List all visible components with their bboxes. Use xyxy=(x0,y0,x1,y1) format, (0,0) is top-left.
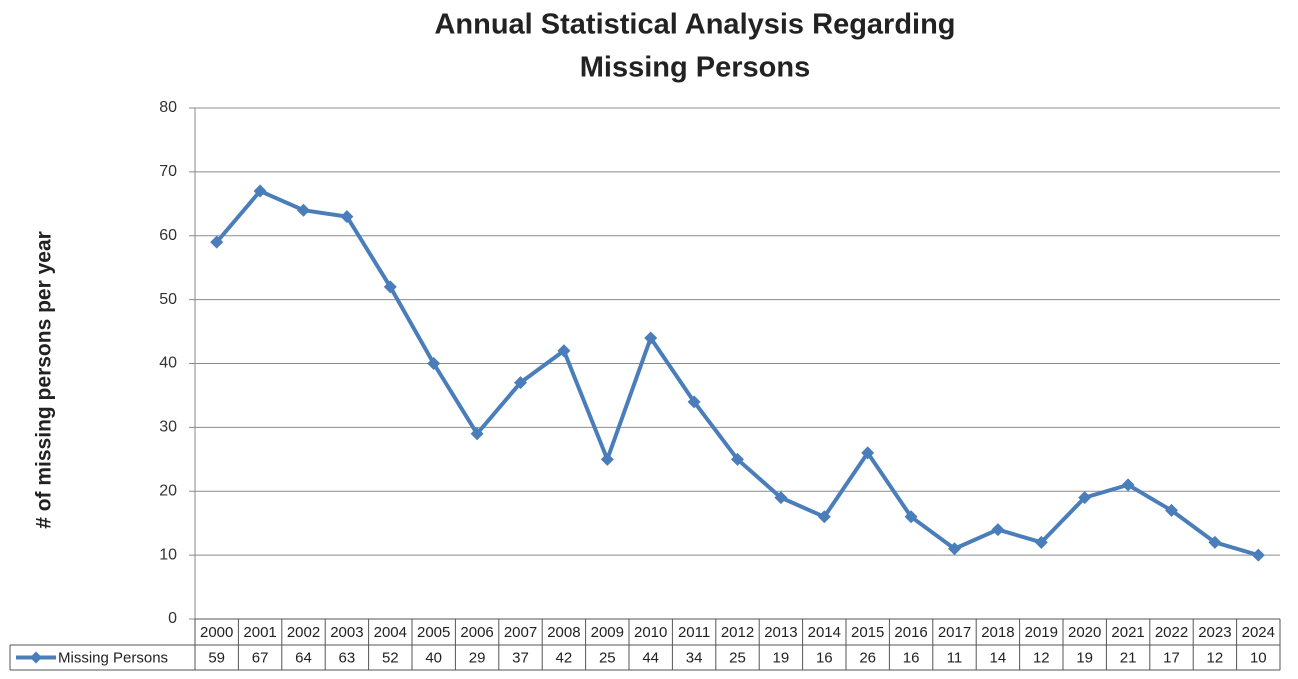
table-value: 25 xyxy=(729,649,746,666)
point-marker xyxy=(557,344,571,358)
point-marker xyxy=(1121,478,1135,492)
x-tick-label: 2002 xyxy=(287,624,320,641)
x-tick-label: 2009 xyxy=(591,624,624,641)
table-value: 67 xyxy=(252,649,269,666)
x-tick-label: 2007 xyxy=(504,624,537,641)
x-tick-label: 2004 xyxy=(374,624,407,641)
x-tick-label: 2010 xyxy=(634,624,667,641)
x-tick-label: 2021 xyxy=(1111,624,1144,641)
y-tick-label: 40 xyxy=(159,355,177,372)
x-tick-label: 2023 xyxy=(1198,624,1231,641)
y-axis-label: # of missing persons per year xyxy=(33,231,56,529)
point-marker xyxy=(687,395,701,409)
y-tick-label: 20 xyxy=(159,482,177,499)
point-marker xyxy=(427,357,441,370)
y-tick-label: 70 xyxy=(159,163,177,180)
table-value: 52 xyxy=(382,649,399,666)
x-tick-label: 2006 xyxy=(460,624,493,641)
table-value: 17 xyxy=(1163,649,1180,666)
x-tick-label: 2020 xyxy=(1068,624,1101,641)
table-value: 16 xyxy=(903,649,920,666)
x-tick-label: 2024 xyxy=(1242,624,1275,641)
point-marker xyxy=(383,280,397,294)
point-marker xyxy=(210,235,224,249)
x-tick-label: 2016 xyxy=(894,624,927,641)
table-value: 42 xyxy=(556,649,573,666)
y-tick-label: 10 xyxy=(159,546,177,563)
point-marker xyxy=(861,446,875,460)
x-tick-label: 2001 xyxy=(243,624,276,641)
table-value: 16 xyxy=(816,649,833,666)
point-marker xyxy=(1251,548,1265,562)
point-marker xyxy=(253,184,267,198)
x-tick-label: 2005 xyxy=(417,624,450,641)
x-tick-label: 2022 xyxy=(1155,624,1188,641)
table-value: 29 xyxy=(469,649,486,666)
point-marker xyxy=(514,376,527,390)
table-value: 11 xyxy=(947,649,963,666)
table-value: 64 xyxy=(295,649,312,666)
point-marker xyxy=(904,510,918,524)
point-marker xyxy=(1078,491,1092,505)
point-marker xyxy=(731,452,744,466)
table-value: 40 xyxy=(425,649,442,666)
table-value: 10 xyxy=(1250,649,1267,666)
table-value: 21 xyxy=(1120,649,1137,666)
point-marker xyxy=(817,510,831,524)
y-tick-label: 50 xyxy=(159,291,177,308)
x-tick-label: 2000 xyxy=(200,624,233,641)
point-marker xyxy=(644,331,658,345)
x-tick-label: 2013 xyxy=(764,624,797,641)
legend-label: Missing Persons xyxy=(58,649,168,666)
point-marker xyxy=(340,210,354,224)
point-marker xyxy=(470,427,484,441)
table-value: 26 xyxy=(859,649,876,666)
point-marker xyxy=(297,203,310,217)
table-value: 59 xyxy=(208,649,225,666)
legend-marker xyxy=(30,651,42,664)
table-value: 14 xyxy=(990,649,1007,666)
y-tick-label: 30 xyxy=(159,419,177,436)
point-marker xyxy=(600,452,614,466)
y-tick-label: 80 xyxy=(159,99,177,116)
table-value: 19 xyxy=(773,649,790,666)
x-tick-label: 2015 xyxy=(851,624,884,641)
point-marker xyxy=(1165,503,1178,517)
x-tick-label: 2012 xyxy=(721,624,754,641)
series-line xyxy=(215,189,1259,558)
point-marker xyxy=(991,523,1005,537)
point-marker xyxy=(948,542,961,556)
table-value: 19 xyxy=(1076,649,1093,666)
x-tick-label: 2019 xyxy=(1025,624,1058,641)
x-tick-label: 2003 xyxy=(330,624,363,641)
table-value: 25 xyxy=(599,649,616,666)
chart-title-line: Annual Statistical Analysis Regarding xyxy=(434,9,955,41)
table-value: 12 xyxy=(1033,649,1050,666)
x-tick-label: 2011 xyxy=(678,624,710,641)
point-marker xyxy=(1208,535,1222,549)
table-value: 34 xyxy=(686,649,703,666)
x-tick-label: 2018 xyxy=(981,624,1014,641)
table-value: 12 xyxy=(1207,649,1224,666)
table-value: 44 xyxy=(642,649,659,666)
x-tick-label: 2008 xyxy=(547,624,580,641)
x-tick-label: 2017 xyxy=(938,624,971,641)
y-tick-label: 60 xyxy=(159,227,177,244)
y-tick-label: 0 xyxy=(168,610,177,627)
chart-title-line: Missing Persons xyxy=(580,52,810,84)
point-marker xyxy=(774,491,788,505)
table-value: 37 xyxy=(512,649,529,666)
table-value: 63 xyxy=(339,649,356,666)
point-marker xyxy=(1034,535,1048,549)
x-tick-label: 2014 xyxy=(808,624,841,641)
